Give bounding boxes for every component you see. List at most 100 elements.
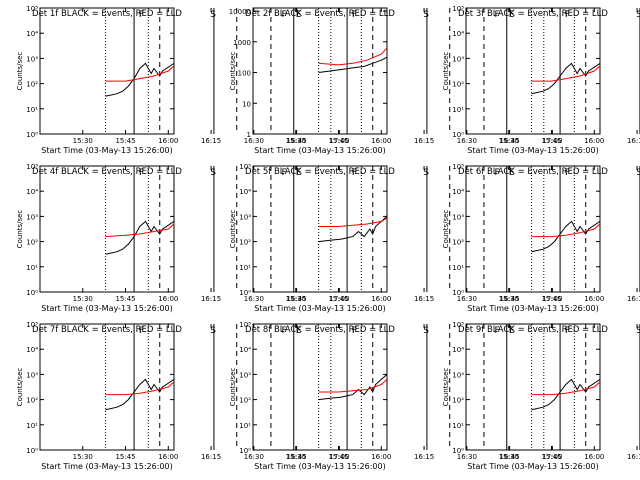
plot-frame [465,165,601,293]
panel-title: Det 6f BLACK = Events, RED = LLD [458,167,608,177]
y-tick-label: 10⁰ [452,447,464,455]
x-tick-label: 15:45 [328,453,348,461]
time-marker-label: S [210,326,216,336]
x-tick-label: 16:15 [414,453,434,461]
y-tick-label: 10¹ [452,106,464,114]
x-axis-label: Start Time (03-May-13 15:26:00) [254,462,385,471]
time-marker-label: S [210,10,216,20]
x-tick-label: 16:15 [414,137,434,145]
time-marker-label: F [494,10,499,20]
y-tick-label: 10⁴ [452,346,464,354]
x-tick-label: 16:30 [244,453,264,461]
y-tick-label: 10³ [452,55,464,63]
x-tick-label: 16:15 [201,137,221,145]
x-tick-label: 16:15 [201,295,221,303]
y-tick-label: 10⁰ [452,289,464,297]
y-tick-label: 10⁴ [452,30,464,38]
x-tick-label: 16:15 [627,453,640,461]
panel-title: Det 9f BLACK = Events, RED = LLD [458,325,608,335]
x-tick-label: 16:00 [158,453,178,461]
x-tick-label: 16:00 [158,295,178,303]
y-tick-label: 1 [247,131,251,139]
x-axis-label: Start Time (03-May-13 15:26:00) [41,146,172,155]
detector-panel: Det 9f BLACK = Events, RED = LLDFSFE15:3… [442,321,640,471]
events-series-line [105,378,174,411]
y-axis-label: Counts/sec [229,52,237,91]
time-marker-label: F [565,10,570,20]
time-marker-label: S [423,326,429,336]
x-tick-label: 17:00 [329,295,349,303]
detector-panel: Det 6f BLACK = Events, RED = LLDFSFE15:3… [442,163,640,313]
events-series-line [531,220,600,253]
x-tick-label: 16:15 [627,137,640,145]
y-tick-label: 10³ [26,213,38,221]
panel-title: Det 1f BLACK = Events, RED = LLD [32,9,182,19]
y-tick-label: 10⁰ [26,447,38,455]
panel-title: Det 8f BLACK = Events, RED = LLD [245,325,395,335]
plot-frame [39,165,175,293]
y-tick-label: 10⁰ [26,289,38,297]
plot-frame [252,165,388,293]
x-tick-label: 16:00 [584,137,604,145]
y-tick-label: 10¹ [239,264,251,272]
events-series-line [105,62,174,97]
x-tick-label: 16:30 [457,137,477,145]
y-tick-label: 10³ [239,371,251,379]
y-tick-label: 1000 [233,39,251,47]
x-axis-label: Start Time (03-May-13 15:26:00) [41,304,172,313]
y-tick-label: 10000 [229,8,251,16]
y-tick-label: 10¹ [26,264,38,272]
x-tick-label: 16:00 [371,453,391,461]
y-tick-label: 10³ [239,213,251,221]
x-tick-label: 15:45 [115,453,135,461]
plot-frame [39,7,175,135]
events-series-line [251,41,302,104]
y-tick-label: 10⁴ [26,188,38,196]
plot-frame [465,323,601,451]
x-tick-label: 15:45 [328,137,348,145]
y-tick-label: 10⁴ [452,188,464,196]
y-tick-label: 10² [239,397,251,405]
time-marker-label: F [281,168,286,178]
time-marker-label: S [423,168,429,178]
y-tick-label: 10⁵ [26,5,38,13]
x-tick-label: 16:15 [414,295,434,303]
y-tick-label: 10⁵ [452,321,464,329]
time-marker-label: F [352,326,357,336]
x-axis-label: Start Time (03-May-13 15:26:00) [254,146,385,155]
y-tick-label: 10⁰ [239,289,251,297]
x-tick-label: 15:30 [286,295,306,303]
lld-series-line [318,217,387,227]
x-tick-label: 16:15 [201,453,221,461]
x-tick-label: 16:00 [584,453,604,461]
time-marker-label: E [296,326,302,336]
y-tick-label: 10⁴ [26,346,38,354]
panel-title: Det 7f BLACK = Events, RED = LLD [32,325,182,335]
x-tick-label: 15:45 [115,295,135,303]
y-tick-label: 10² [239,239,251,247]
panel-title: Det 4f BLACK = Events, RED = LLD [32,167,182,177]
time-marker-label: F [281,326,286,336]
y-tick-label: 10⁵ [26,163,38,171]
time-marker-label: F [352,10,357,20]
lld-series-line [531,223,600,238]
y-axis-label: Counts/sec [442,52,450,91]
x-tick-label: 15:45 [541,295,561,303]
y-axis-label: Counts/sec [229,368,237,407]
x-tick-label: 17:00 [329,137,349,145]
x-tick-label: 16:45 [500,295,520,303]
x-axis-label: Start Time (03-May-13 15:26:00) [41,462,172,471]
y-tick-label: 10⁵ [452,163,464,171]
x-tick-label: 17:00 [542,295,562,303]
y-tick-label: 10¹ [26,422,38,430]
events-series-line [251,199,302,262]
x-tick-label: 16:30 [457,453,477,461]
x-tick-label: 16:30 [244,137,264,145]
events-series-line [318,56,387,73]
x-axis-label: Start Time (03-May-13 15:26:00) [467,146,598,155]
y-tick-label: 100 [238,70,251,78]
x-tick-label: 16:00 [371,137,391,145]
